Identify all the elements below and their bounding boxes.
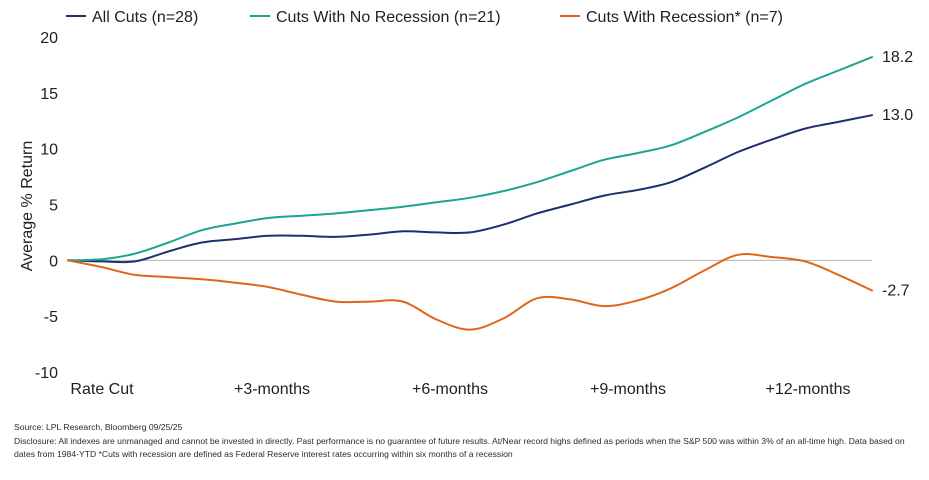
y-axis-title: Average % Return: [19, 141, 36, 271]
series-line-2: [67, 253, 873, 331]
source-note: Source: LPL Research, Bloomberg 09/25/25: [14, 422, 183, 432]
x-tick-label: +6-months: [412, 381, 488, 398]
x-tick-label: +12-months: [766, 381, 851, 398]
series-lines: [67, 56, 873, 331]
series-line-1: [67, 56, 873, 262]
y-axis-ticks: -10 -5 0 5 10 15 20: [35, 30, 58, 382]
legend-label-0: All Cuts (n=28): [92, 9, 198, 26]
y-tick-label: -5: [44, 309, 58, 326]
y-tick-label: 0: [49, 253, 58, 270]
chart-legend: All Cuts (n=28) Cuts With No Recession (n…: [66, 9, 783, 26]
end-labels: 13.0 18.2 -2.7: [882, 49, 913, 299]
legend-label-1: Cuts With No Recession (n=21): [276, 9, 501, 26]
series-line-0: [67, 114, 873, 264]
x-tick-label: +3-months: [234, 381, 310, 398]
y-tick-label: -10: [35, 365, 58, 382]
end-value-label-0: 13.0: [882, 107, 913, 124]
y-tick-label: 5: [49, 198, 58, 215]
disclosure-note: Disclosure: All indexes are unmanaged an…: [14, 435, 905, 460]
legend-label-2: Cuts With Recession* (n=7): [586, 9, 783, 26]
y-tick-label: 20: [40, 30, 58, 47]
x-axis-ticks: Rate Cut +3-months +6-months +9-months +12-m…: [70, 381, 850, 398]
line-chart: All Cuts (n=28) Cuts With No Recession (n…: [19, 9, 913, 398]
end-value-label-2: -2.7: [882, 282, 910, 299]
x-tick-label: +9-months: [590, 381, 666, 398]
x-tick-label: Rate Cut: [70, 381, 134, 398]
end-value-label-1: 18.2: [882, 49, 913, 66]
y-tick-label: 15: [40, 86, 58, 103]
chart-footer: Source: LPL Research, Bloomberg 09/25/25…: [14, 421, 914, 462]
y-tick-label: 10: [40, 142, 58, 159]
